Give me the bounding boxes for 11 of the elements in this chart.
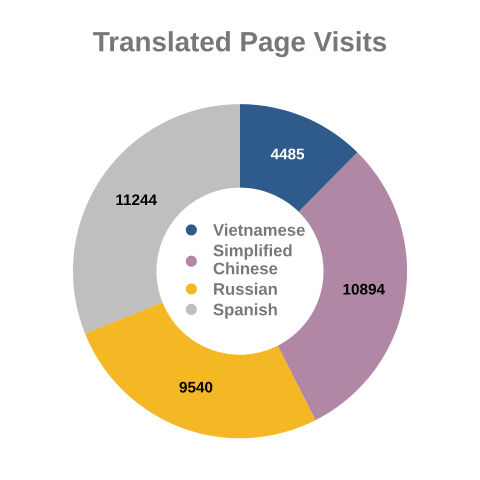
legend-label: Russian <box>214 282 277 295</box>
data-label: 10894 <box>344 284 385 295</box>
data-label: 4485 <box>270 148 304 160</box>
legend-label: Spanish <box>213 303 277 319</box>
donut-slice <box>240 104 358 212</box>
data-label: 11244 <box>116 194 157 206</box>
legend-label: Vietnamese <box>213 224 305 236</box>
chart-title: Translated Page Visits <box>93 31 386 58</box>
data-label: 9540 <box>179 382 212 393</box>
donut-slice <box>85 302 316 438</box>
legend-label: Simplified Chinese <box>213 244 292 274</box>
